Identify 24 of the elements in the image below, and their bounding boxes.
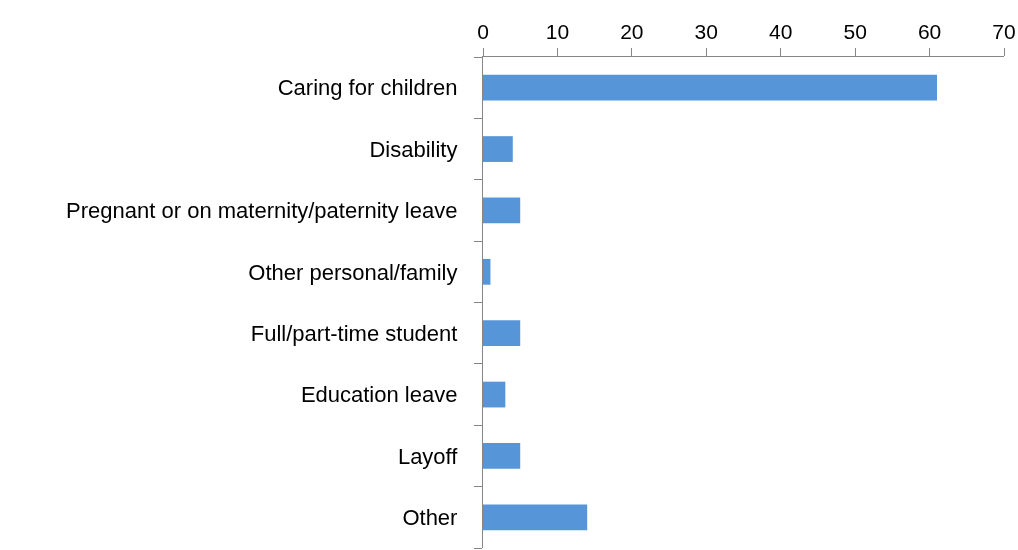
bar — [483, 74, 938, 101]
y-tick-label: Disability — [369, 136, 458, 162]
bar — [483, 197, 521, 224]
bar — [483, 381, 506, 408]
y-tick-label: Education leave — [300, 382, 458, 408]
bar — [483, 136, 513, 162]
y-tick-label: Other — [402, 505, 458, 531]
x-tick-label: 60 — [917, 20, 942, 44]
x-tick-label: 30 — [694, 20, 718, 44]
x-tick-label: 40 — [769, 20, 793, 44]
bar — [483, 443, 521, 469]
y-tick-label: Full/part-time student — [250, 320, 458, 346]
y-tick-label: Other personal/family — [248, 259, 458, 285]
x-tick-label: 70 — [992, 20, 1016, 44]
y-tick-label: Caring for children — [277, 75, 458, 101]
bar — [483, 320, 521, 347]
x-tick-label: 10 — [545, 20, 570, 44]
x-tick-label: 50 — [843, 20, 867, 44]
y-tick-label: Pregnant or on maternity/paternity leave — [66, 198, 458, 224]
x-tick-label: 20 — [620, 20, 644, 44]
bar — [483, 258, 491, 285]
bar — [483, 504, 588, 531]
x-tick-label: 0 — [477, 20, 489, 44]
y-tick-label: Layoff — [397, 443, 459, 469]
